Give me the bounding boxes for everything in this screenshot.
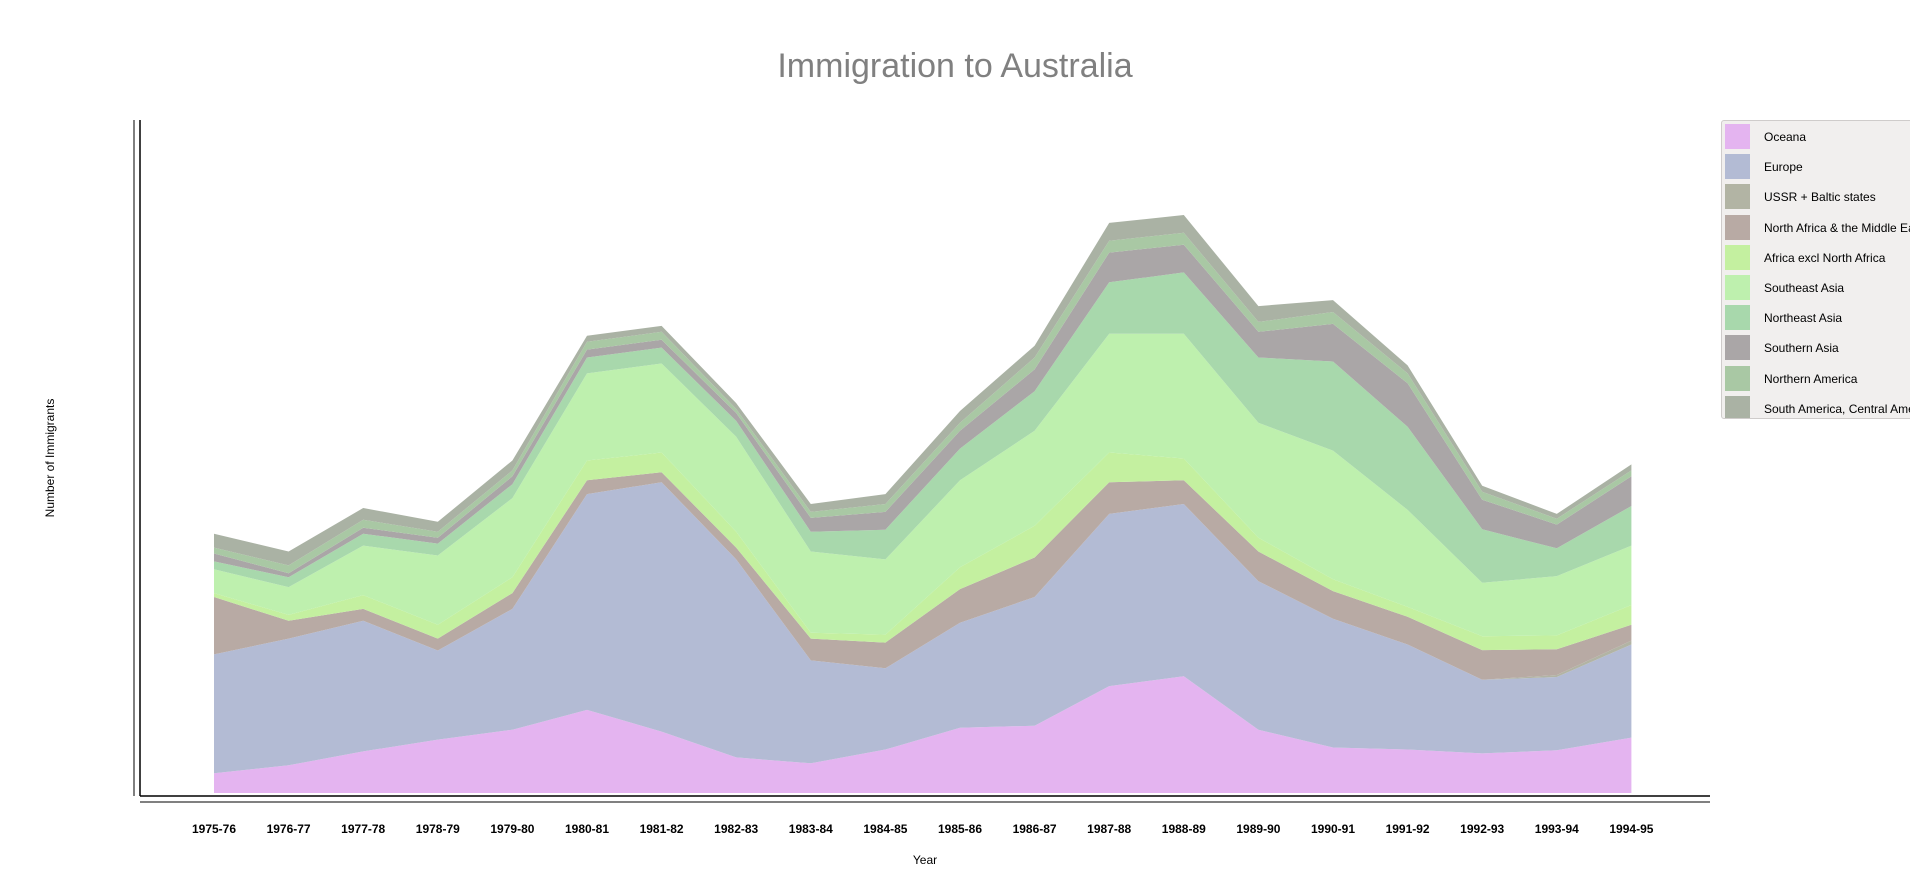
legend-swatch (1725, 365, 1750, 391)
x-tick-label: 1985-86 (938, 822, 982, 836)
legend-label: Southeast Asia (1764, 281, 1845, 295)
legend-swatch (1725, 184, 1750, 210)
legend-item[interactable]: Oceana (1725, 124, 1910, 150)
x-tick-label: 1992-93 (1460, 822, 1504, 836)
x-tick-label: 1975-76 (192, 822, 236, 836)
legend-label: North Africa & the Middle East (1764, 220, 1910, 235)
legend-swatch (1725, 275, 1750, 300)
x-tick-label: 1981-82 (640, 822, 684, 836)
x-tick-label: 1993-94 (1535, 822, 1579, 836)
x-tick-labels: 1975-76 1976-77 1977-78 1978-79 1979-80 1980-… (192, 822, 1654, 836)
legend-swatch (1725, 154, 1750, 180)
x-tick-label: 1991-92 (1386, 822, 1430, 836)
x-tick-label: 1978-79 (416, 822, 460, 836)
legend: Oceana Europe USSR + Baltic states North Af… (1721, 120, 1910, 419)
x-tick-label: 1982-83 (714, 822, 758, 836)
legend-item[interactable]: Northern America (1725, 365, 1910, 392)
x-tick-label: 1989-90 (1236, 822, 1280, 836)
area-series-layer (214, 215, 1632, 793)
x-tick-label: 1988-89 (1162, 822, 1206, 836)
legend-swatch (1725, 305, 1750, 331)
legend-label: Europe (1764, 160, 1803, 175)
area-series-3 (214, 472, 1632, 680)
legend-swatch (1725, 214, 1750, 240)
legend-label: Northern America (1764, 371, 1858, 386)
area-series-0 (214, 676, 1632, 793)
legend-swatch (1725, 244, 1750, 270)
x-tick-label: 1994-95 (1609, 822, 1653, 836)
legend-item[interactable]: Southeast Asia (1725, 275, 1910, 301)
legend-item[interactable]: Northeast Asia (1725, 305, 1910, 331)
y-axis (133, 120, 141, 796)
legend-label: Africa excl North Africa (1764, 250, 1886, 265)
legend-label: Northeast Asia (1764, 311, 1843, 326)
legend-item[interactable]: South America, Central America and the C… (1725, 395, 1910, 418)
chart-title: Immigration to Australia (777, 47, 1133, 85)
legend-item[interactable]: Southern Asia (1725, 335, 1910, 361)
x-tick-label: 1976-77 (267, 822, 311, 836)
x-tick-label: 1980-81 (565, 822, 609, 836)
x-tick-label: 1983-84 (789, 822, 833, 836)
x-axis (140, 795, 1710, 803)
area-series-6 (214, 272, 1632, 588)
area-series-5 (214, 333, 1632, 637)
x-tick-label: 1986-87 (1013, 822, 1057, 836)
legend-item[interactable]: Europe (1725, 154, 1910, 180)
y-axis-title: Number of Immigrants (43, 399, 57, 518)
x-axis-title: Year (913, 853, 937, 867)
legend-swatch (1725, 395, 1750, 418)
x-tick-label: 1987-88 (1087, 822, 1131, 836)
legend-item[interactable]: North Africa & the Middle East (1725, 214, 1910, 241)
legend-label: Oceana (1764, 130, 1807, 144)
x-tick-label: 1984-85 (863, 822, 907, 836)
legend-swatch (1725, 335, 1750, 361)
legend-label: South America, Central America and the C… (1764, 401, 1910, 416)
legend-item[interactable]: Africa excl North Africa (1725, 244, 1910, 271)
legend-swatch (1725, 124, 1750, 149)
x-tick-label: 1979-80 (490, 822, 534, 836)
legend-label: Southern Asia (1764, 341, 1839, 356)
legend-label: USSR + Baltic states (1764, 190, 1876, 205)
area-series-1 (214, 482, 1632, 774)
legend-item[interactable]: USSR + Baltic states (1725, 184, 1910, 210)
x-tick-label: 1977-78 (341, 822, 385, 836)
area-series-4 (214, 452, 1632, 651)
x-tick-label: 1990-91 (1311, 822, 1355, 836)
